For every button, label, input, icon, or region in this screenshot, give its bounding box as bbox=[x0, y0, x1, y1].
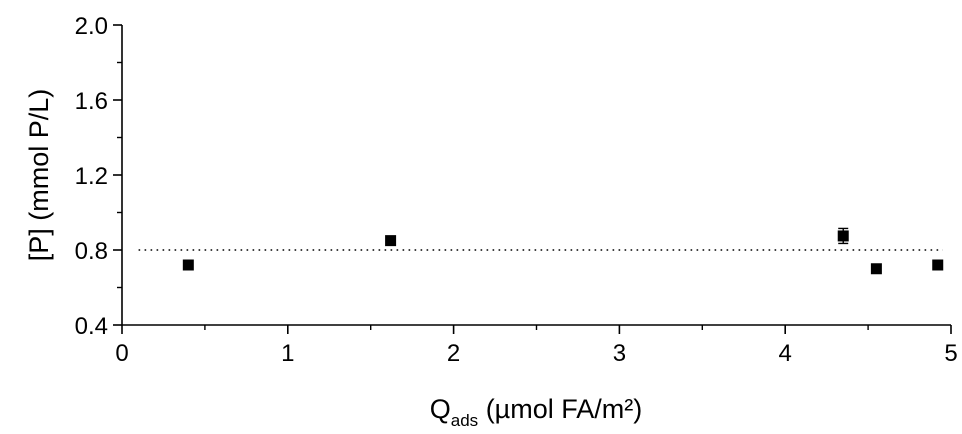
x-tick-label: 4 bbox=[779, 340, 792, 367]
y-axis-title: [P] (mmol P/L) bbox=[24, 89, 54, 262]
data-points bbox=[182, 227, 944, 275]
x-tick-label: 2 bbox=[447, 340, 460, 367]
y-tick-label: 2.0 bbox=[75, 13, 108, 40]
data-point bbox=[837, 230, 849, 242]
x-tick-label: 0 bbox=[115, 340, 128, 367]
x-tick-label: 1 bbox=[281, 340, 294, 367]
x-axis-title: Qads (µmol FA/m²) bbox=[430, 394, 642, 430]
y-tick-label: 0.4 bbox=[75, 313, 108, 340]
data-point bbox=[385, 235, 397, 247]
y-tick-label: 1.2 bbox=[75, 163, 108, 190]
plot-frame bbox=[121, 25, 951, 326]
data-point bbox=[870, 263, 882, 275]
x-tick-label: 5 bbox=[944, 340, 957, 367]
x-axis-ticks: 0 1 2 3 4 5 bbox=[115, 325, 958, 367]
x-tick-label: 3 bbox=[613, 340, 626, 367]
y-axis-ticks: 0.4 0.8 1.2 1.6 2.0 bbox=[75, 13, 122, 340]
y-tick-label: 0.8 bbox=[75, 238, 108, 265]
data-point bbox=[932, 259, 944, 271]
y-tick-label: 1.6 bbox=[75, 88, 108, 115]
data-point bbox=[182, 259, 194, 271]
